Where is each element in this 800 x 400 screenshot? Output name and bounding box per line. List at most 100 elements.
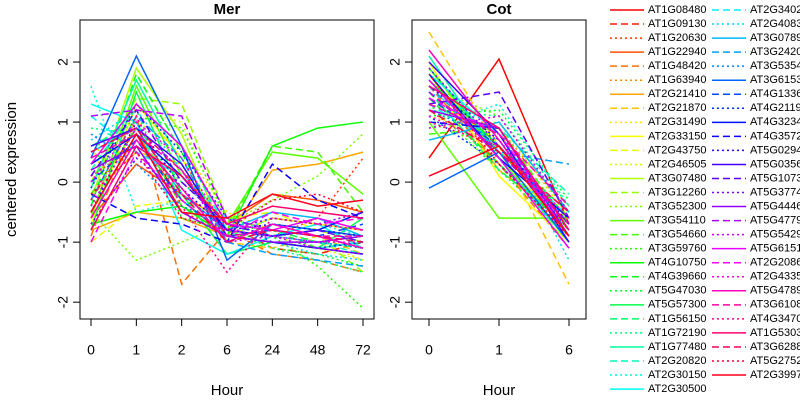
x-tick-label: 24 [265, 342, 281, 358]
legend-label: AT4G10750 [648, 257, 707, 269]
legend-label: AT2G21410 [648, 88, 707, 100]
x-tick-label: 48 [310, 342, 326, 358]
legend-label: AT5G5429 [750, 229, 800, 241]
legend-label: AT3G54660 [648, 229, 707, 241]
series-line [428, 85, 570, 165]
legend-label: AT2G3402 [750, 4, 800, 16]
series-line [90, 121, 363, 243]
series-line [428, 109, 570, 201]
series-line [428, 115, 570, 213]
series-line [428, 49, 570, 237]
legend-label: AT3G5354 [750, 60, 800, 72]
legend-label: AT3G6108 [750, 299, 800, 311]
x-tick-label: 6 [565, 342, 573, 358]
legend-label: AT2G20820 [648, 355, 707, 367]
legend-label: AT1G5303 [750, 327, 800, 339]
legend-label: AT4G3470 [750, 313, 800, 325]
legend-label: AT5G1073 [750, 172, 800, 184]
series-line [428, 103, 570, 207]
legend-label: AT4G2119 [750, 102, 800, 114]
plot-lines [428, 31, 570, 285]
legend-label: AT3G2420 [750, 46, 800, 58]
legend-label: AT1G56150 [648, 313, 707, 325]
series-line [90, 145, 364, 231]
legend-label: AT4G3572 [750, 130, 800, 142]
legend-label: AT5G0356 [750, 158, 800, 170]
x-tick-label: 1 [495, 342, 503, 358]
series-line [428, 91, 570, 261]
y-tick-label: 1 [387, 118, 403, 126]
series-line [428, 79, 570, 219]
legend-label: AT3G12260 [648, 186, 707, 198]
legend-label: AT5G4446 [750, 200, 800, 212]
y-axis-label: centered expression [3, 102, 20, 237]
legend-label: AT1G77480 [648, 341, 707, 353]
y-tick-label: 1 [55, 118, 71, 126]
legend-label: AT4G39660 [648, 271, 707, 283]
legend-label: AT5G47030 [648, 285, 707, 297]
series-line [90, 133, 364, 237]
plot-frame [79, 19, 375, 320]
x-tick-label: 0 [87, 342, 95, 358]
legend-label: AT3G59760 [648, 243, 707, 255]
legend-label: AT2G4083 [750, 18, 800, 30]
series-line [428, 97, 570, 231]
legend-label: AT2G30150 [648, 369, 707, 381]
series-line [428, 97, 570, 231]
panel-title: Mer [214, 1, 241, 18]
series-line [428, 109, 570, 213]
legend-label: AT5G2752 [750, 355, 800, 367]
series-line [90, 127, 364, 243]
x-tick-label: 1 [132, 342, 140, 358]
legend-label: AT3G6153 [750, 74, 800, 86]
legend-label: AT2G21870 [648, 102, 707, 114]
x-tick-label: 2 [178, 342, 186, 358]
legend-label: AT3G52300 [648, 200, 707, 212]
legend-label: AT1G72190 [648, 327, 707, 339]
legend-label: AT3G6288 [750, 341, 800, 353]
plot-frame [411, 19, 587, 320]
series-line [428, 85, 570, 231]
series-line [428, 103, 570, 207]
legend-label: AT4G1336 [750, 88, 800, 100]
x-tick-label: 0 [425, 342, 433, 358]
legend-label: AT2G33150 [648, 130, 707, 142]
legend-label: AT2G43750 [648, 144, 707, 156]
series-line [90, 133, 364, 262]
legend-label: AT4G3234 [750, 116, 800, 128]
series-line [90, 126, 364, 255]
series-line [428, 79, 570, 249]
legend-label: AT5G4789 [750, 285, 800, 297]
legend-label: AT1G08480 [648, 4, 707, 16]
series-line [90, 132, 364, 238]
panel-title: Cot [487, 1, 512, 18]
y-tick-label: -2 [387, 296, 403, 309]
plot-lines [90, 54, 364, 309]
series-line [90, 132, 364, 219]
series-line [90, 150, 364, 231]
y-tick-label: -1 [55, 236, 71, 249]
legend-label: AT2G46505 [648, 158, 707, 170]
series-line [90, 114, 364, 267]
legend-label: AT3G0789 [750, 32, 800, 44]
y-tick-label: -2 [55, 296, 71, 309]
legend-label: AT1G63940 [648, 74, 707, 86]
y-tick-label: -1 [387, 236, 403, 249]
y-tick-label: 0 [55, 178, 71, 186]
legend-label: AT2G30500 [648, 383, 707, 395]
series-line [90, 114, 364, 274]
x-axis-label: Hour [483, 382, 516, 399]
series-line [90, 133, 363, 237]
legend-label: AT5G4779 [750, 215, 800, 227]
legend-label: AT5G3774 [750, 186, 800, 198]
legend-label: AT2G2086 [750, 257, 800, 269]
legend-label: AT5G6151 [750, 243, 800, 255]
y-tick-label: 2 [55, 58, 71, 66]
series-line [428, 103, 570, 213]
legend-label: AT1G09130 [648, 18, 707, 30]
series-line [90, 157, 364, 231]
legend-label: AT1G20630 [648, 32, 707, 44]
legend-label: AT3G07480 [648, 172, 707, 184]
